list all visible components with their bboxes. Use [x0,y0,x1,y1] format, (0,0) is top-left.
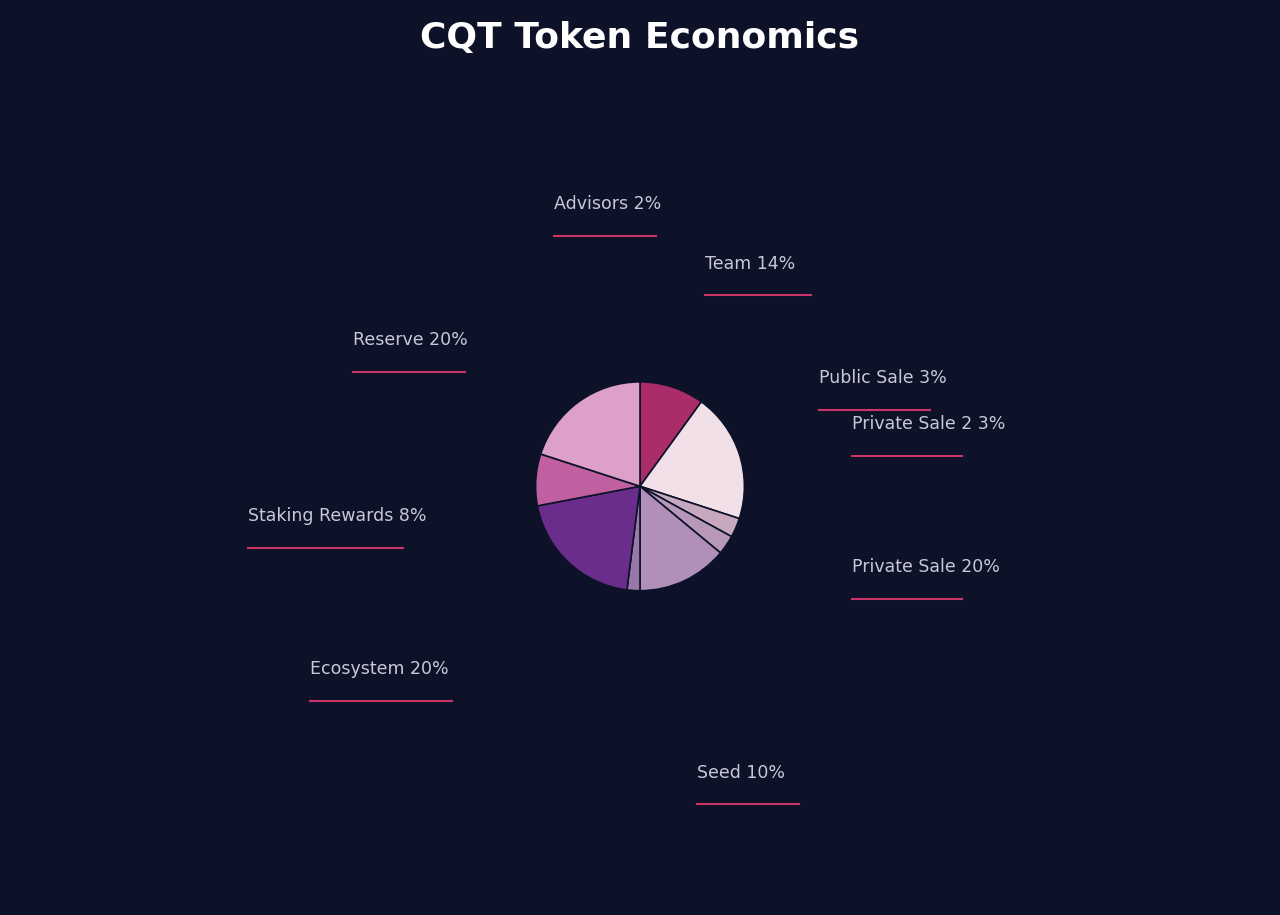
Text: Reserve 20%: Reserve 20% [353,331,467,350]
Wedge shape [640,486,721,591]
Wedge shape [540,382,640,486]
Title: CQT Token Economics: CQT Token Economics [420,21,860,55]
Text: Private Sale 20%: Private Sale 20% [852,558,1000,576]
Wedge shape [640,486,740,536]
Wedge shape [640,402,745,519]
Wedge shape [627,486,640,591]
Text: Seed 10%: Seed 10% [698,764,785,781]
Wedge shape [538,486,640,590]
Wedge shape [640,486,731,553]
Text: Public Sale 3%: Public Sale 3% [819,369,947,387]
Text: Private Sale 2 3%: Private Sale 2 3% [852,415,1006,433]
Text: Advisors 2%: Advisors 2% [554,195,662,213]
Wedge shape [535,454,640,506]
Text: Ecosystem 20%: Ecosystem 20% [310,660,448,678]
Text: Team 14%: Team 14% [705,254,795,273]
Wedge shape [640,382,701,486]
Text: Staking Rewards 8%: Staking Rewards 8% [248,508,428,525]
